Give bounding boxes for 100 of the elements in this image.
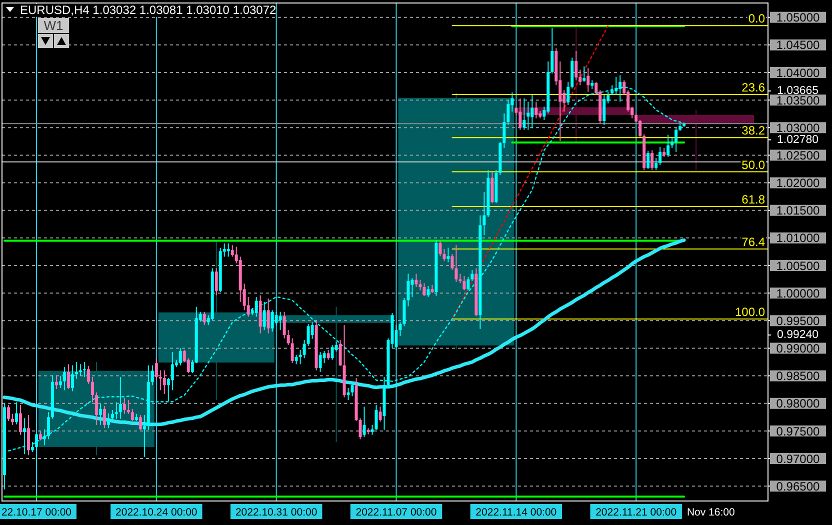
candlestick <box>306 323 310 347</box>
candlestick <box>454 244 458 283</box>
series-label: 61.8 <box>742 192 766 206</box>
candlestick <box>450 253 454 270</box>
y-tick-label: 1.01500 <box>776 204 820 218</box>
candlestick <box>470 269 474 282</box>
y-tick-label: 1.01000 <box>776 231 820 246</box>
chart-title: EURUSD,H4 1.03032 1.03081 1.03010 1.03072 <box>20 3 277 17</box>
line-series <box>452 25 609 320</box>
y-tick-label: 0.98000 <box>776 396 820 411</box>
candlestick <box>86 365 90 385</box>
candlestick <box>650 150 654 171</box>
candlestick <box>26 414 30 456</box>
x-tick-label: 2022.11.14 00:00 <box>476 506 557 518</box>
candlestick <box>654 157 658 171</box>
candlestick <box>526 101 530 130</box>
candlestick <box>326 349 330 360</box>
candlestick <box>370 424 374 436</box>
candlestick <box>98 403 102 426</box>
y-tick-label: 0.99500 <box>776 314 820 328</box>
candlestick <box>130 408 134 422</box>
candlestick <box>602 94 606 126</box>
candlestick <box>350 384 354 397</box>
candlestick <box>110 410 114 420</box>
y-tick-label: 1.02500 <box>776 148 820 163</box>
candlestick <box>70 364 74 392</box>
candlestick <box>318 352 322 372</box>
candlestick <box>402 298 406 327</box>
candlestick <box>74 362 78 380</box>
candlestick <box>362 406 366 438</box>
x-tick-label: 2022.11.21 00:00 <box>596 506 677 518</box>
candlestick <box>202 311 206 326</box>
candlestick <box>446 247 450 263</box>
candlestick <box>330 344 334 360</box>
candlestick <box>422 282 426 296</box>
candlestick <box>670 138 674 149</box>
candlestick <box>270 310 274 332</box>
annotation: W1 <box>44 18 64 33</box>
candlestick <box>14 402 18 425</box>
candlestick <box>462 275 466 291</box>
candlestick <box>58 375 62 388</box>
candlestick <box>410 278 414 298</box>
series-label: 23.6 <box>742 80 766 95</box>
y-tick-label: 1.00000 <box>776 286 820 300</box>
candlestick <box>582 66 586 82</box>
y-tick-label: 1.05000 <box>776 10 820 25</box>
candlestick <box>122 397 126 414</box>
x-tick-label: 2022.10.24 00:00 <box>116 506 198 518</box>
y2-tick-label: 1.02780 <box>777 134 819 146</box>
candlestick <box>534 101 538 119</box>
candlestick <box>66 364 70 390</box>
candlestick <box>90 376 94 403</box>
candlestick <box>674 128 678 152</box>
candlestick <box>502 112 506 149</box>
candlestick <box>254 296 258 318</box>
candlestick <box>10 413 14 426</box>
y-tick-label: 0.97000 <box>776 452 820 466</box>
candlestick <box>466 276 470 291</box>
candlestick <box>566 81 570 106</box>
candlestick <box>438 240 442 257</box>
y-tick-label: 1.04500 <box>776 38 820 52</box>
candlestick <box>262 301 266 331</box>
candlestick <box>346 387 350 401</box>
candlestick <box>106 412 110 429</box>
candlestick <box>458 273 462 284</box>
candlestick <box>7 404 10 422</box>
candlestick <box>102 406 106 429</box>
candlestick <box>414 273 418 288</box>
series-label: 38.2 <box>742 124 766 138</box>
candlestick <box>170 352 174 391</box>
candlestick <box>646 150 650 170</box>
candlestick <box>374 404 378 430</box>
candlestick <box>322 350 326 364</box>
candlestick <box>398 92 514 350</box>
candlestick <box>286 330 290 346</box>
candlestick <box>506 100 510 126</box>
candlestick <box>290 338 294 364</box>
candlestick <box>294 354 298 365</box>
candlestick <box>518 98 522 130</box>
candlestick <box>530 94 534 129</box>
candlestick <box>154 358 158 381</box>
candlestick <box>298 349 302 365</box>
candlestick <box>178 348 182 366</box>
candlestick <box>78 364 82 376</box>
candlestick <box>230 244 234 258</box>
candlestick <box>138 414 142 430</box>
y-tick-label: 1.00500 <box>776 258 820 273</box>
candlestick <box>418 279 422 291</box>
candlestick <box>638 119 642 138</box>
candlestick <box>126 400 130 414</box>
candlestick <box>82 362 86 378</box>
series-label: 0.0 <box>748 12 766 26</box>
candlestick <box>658 146 662 166</box>
candlestick <box>442 248 446 262</box>
y-tick-label: 0.98500 <box>776 369 820 384</box>
candlestick <box>482 192 486 236</box>
candlestick <box>302 339 306 359</box>
text: Nov 16:00 <box>686 506 735 518</box>
series-label: 76.4 <box>742 234 766 249</box>
candlestick <box>406 273 410 307</box>
